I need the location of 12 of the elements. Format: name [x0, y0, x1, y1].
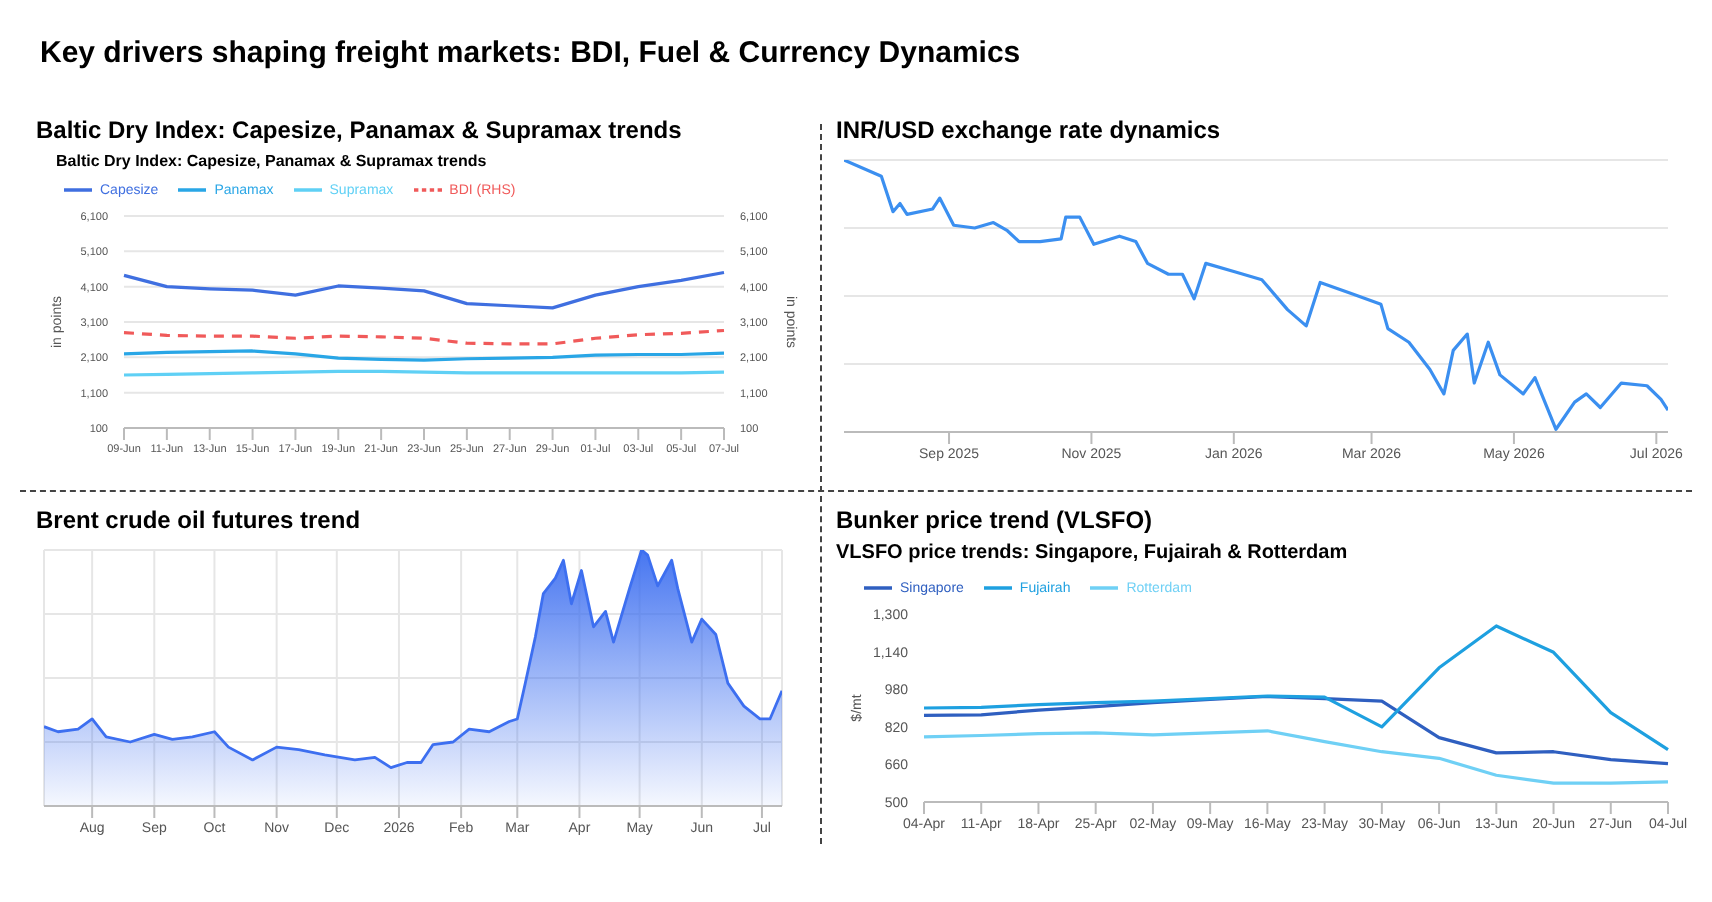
text: Baltic Dry Index: Capesize, Panamax & Supramax trends — [54, 152, 489, 174]
chart-title: Key drivers shaping freight markets: BDI, Fuel & Currency Dynamics — [40, 36, 1021, 70]
line-series — [922, 624, 1670, 752]
line-series — [922, 694, 1670, 766]
chart-title: Bunker price trend (VLSFO) — [836, 506, 1155, 538]
chart-subtitle: VLSFO price trends: Singapore, Fujairah & Rotterdam — [836, 542, 1350, 568]
chart-title: Brent crude oil futures trend — [36, 506, 363, 538]
line-series — [122, 270, 726, 310]
line-series — [122, 328, 726, 346]
chart-subtitle: Baltic Dry Index: Capesize, Panamax & Supramax trends — [36, 116, 684, 148]
chart-title: INR/USD exchange rate dynamics — [836, 116, 1223, 148]
line-series — [922, 729, 1670, 785]
